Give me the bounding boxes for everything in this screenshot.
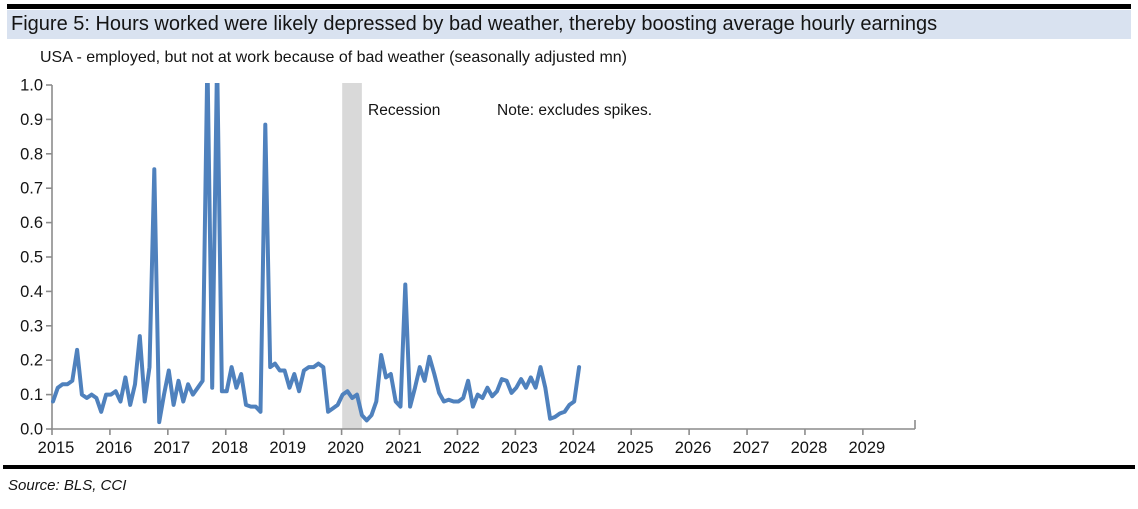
x-tick-label: 2025 — [617, 439, 654, 457]
y-tick-label: 0.9 — [20, 111, 43, 129]
x-tick-label: 2018 — [211, 439, 248, 457]
x-tick-label: 2024 — [559, 439, 596, 457]
note-label: Note: excludes spikes. — [497, 102, 653, 119]
y-tick-label: 0.3 — [20, 317, 43, 335]
y-tick-label: 0.8 — [20, 145, 43, 163]
chart-subtitle: USA - employed, but not at work because … — [40, 49, 627, 66]
source-note: Source: BLS, CCI — [8, 477, 127, 494]
recession-label: Recession — [368, 102, 441, 119]
x-tick-label: 2028 — [791, 439, 828, 457]
x-tick-label: 2022 — [443, 439, 480, 457]
top-rule — [7, 4, 1131, 9]
y-tick-label: 0.2 — [20, 352, 43, 370]
y-tick-label: 0.6 — [20, 214, 43, 232]
x-tick-label: 2029 — [849, 439, 886, 457]
x-tick-label: 2020 — [327, 439, 364, 457]
y-tick-label: 0.1 — [20, 386, 43, 404]
x-tick-label: 2023 — [501, 439, 538, 457]
x-tick-label: 2027 — [733, 439, 770, 457]
series-line — [51, 83, 582, 425]
x-tick-label: 2017 — [153, 439, 190, 457]
x-tick-label: 2019 — [269, 439, 306, 457]
y-tick-label: 0.0 — [20, 421, 43, 439]
x-tick-label: 2016 — [96, 439, 133, 457]
recession-band — [342, 83, 362, 429]
figure-title: Figure 5: Hours worked were likely depre… — [7, 10, 1131, 39]
y-tick-label: 1.0 — [20, 77, 43, 95]
y-tick-label: 0.5 — [20, 249, 43, 267]
y-tick-label: 0.7 — [20, 180, 43, 198]
x-tick-label: 2026 — [675, 439, 712, 457]
y-tick-label: 0.4 — [20, 283, 43, 301]
x-tick-label: 2021 — [385, 439, 422, 457]
bottom-rule — [3, 465, 1135, 469]
x-tick-label: 2015 — [38, 439, 75, 457]
